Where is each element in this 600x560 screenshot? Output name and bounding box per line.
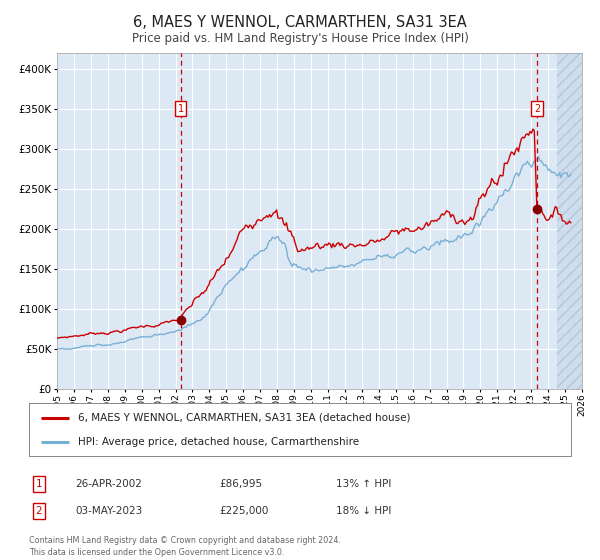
Text: 18% ↓ HPI: 18% ↓ HPI <box>336 506 391 516</box>
Text: 13% ↑ HPI: 13% ↑ HPI <box>336 479 391 489</box>
Bar <box>557 53 582 389</box>
Text: 1: 1 <box>178 104 184 114</box>
Text: 03-MAY-2023: 03-MAY-2023 <box>75 506 142 516</box>
Text: £225,000: £225,000 <box>219 506 268 516</box>
Text: £86,995: £86,995 <box>219 479 262 489</box>
Text: 26-APR-2002: 26-APR-2002 <box>75 479 142 489</box>
Text: Price paid vs. HM Land Registry's House Price Index (HPI): Price paid vs. HM Land Registry's House … <box>131 32 469 45</box>
Text: 2: 2 <box>534 104 540 114</box>
Text: HPI: Average price, detached house, Carmarthenshire: HPI: Average price, detached house, Carm… <box>77 437 359 447</box>
Text: 1: 1 <box>35 479 43 489</box>
Text: 6, MAES Y WENNOL, CARMARTHEN, SA31 3EA: 6, MAES Y WENNOL, CARMARTHEN, SA31 3EA <box>133 15 467 30</box>
Text: Contains HM Land Registry data © Crown copyright and database right 2024.
This d: Contains HM Land Registry data © Crown c… <box>29 536 341 557</box>
Text: 2: 2 <box>35 506 43 516</box>
Text: 6, MAES Y WENNOL, CARMARTHEN, SA31 3EA (detached house): 6, MAES Y WENNOL, CARMARTHEN, SA31 3EA (… <box>77 413 410 423</box>
